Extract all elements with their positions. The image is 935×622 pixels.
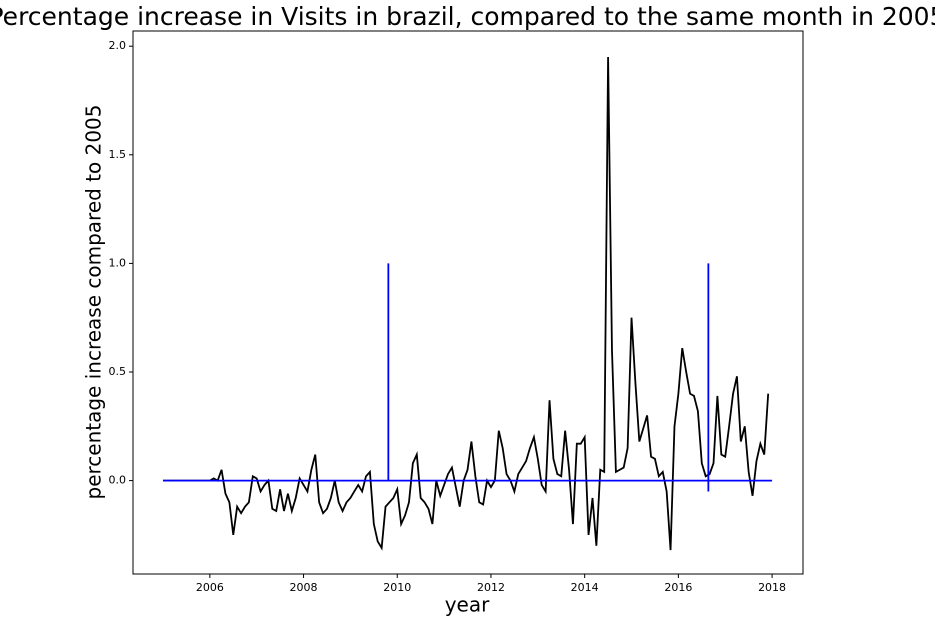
data-line xyxy=(162,57,770,551)
y-tick-label: 2.0 xyxy=(109,39,127,52)
y-tick-label: 0.5 xyxy=(109,365,127,378)
x-tick-label: 2014 xyxy=(571,581,599,594)
x-tick-label: 2018 xyxy=(758,581,786,594)
x-axis-label: year xyxy=(445,593,490,617)
y-tick-label: 0.0 xyxy=(109,474,127,487)
y-axis-label: percentage increase compared to 2005 xyxy=(82,104,106,499)
x-tick-label: 2008 xyxy=(290,581,318,594)
y-tick-label: 1.0 xyxy=(109,256,127,269)
y-tick-label: 1.5 xyxy=(109,148,127,161)
x-tick-label: 2012 xyxy=(477,581,505,594)
x-tick-label: 2010 xyxy=(383,581,411,594)
chart-title: Percentage increase in Visits in brazil,… xyxy=(0,2,935,31)
plot-frame xyxy=(132,30,804,575)
x-tick-label: 2016 xyxy=(664,581,692,594)
x-tick-label: 2006 xyxy=(196,581,224,594)
